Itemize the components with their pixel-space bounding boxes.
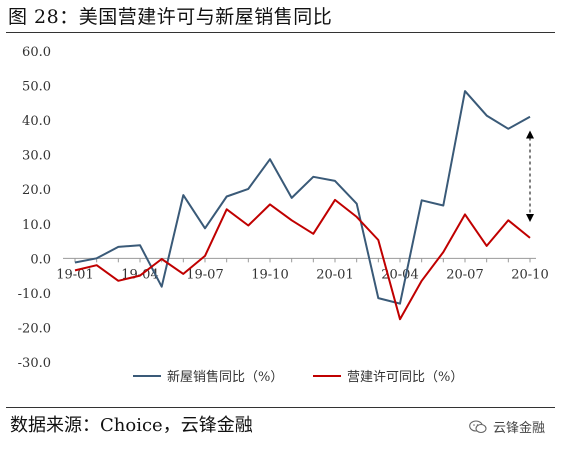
series-line-new-home-sales [74,90,531,305]
watermark-text: 云锋金融 [492,421,545,436]
y-axis: 60.0 50.0 40.0 30.0 20.0 10.0 0.0 -10.0 -20.0 -30… [18,45,51,371]
series-line-building-permits [74,198,531,321]
x-tick-label: 20-10 [511,267,548,282]
y-tick-label: 40.0 [22,114,51,129]
y-tick-label: 30.0 [22,149,51,164]
annotation-layer [526,130,534,223]
watermark: 云锋金融 [469,417,545,436]
y-tick-label: 20.0 [22,183,51,198]
series-layer [74,90,531,321]
source-note: 数据来源：Choice，云锋金融 [10,415,253,436]
y-tick-label: 60.0 [22,45,51,60]
bottom-rule [6,407,555,408]
x-tick-label: 19-01 [56,267,93,282]
y-tick-label: -30.0 [18,356,51,371]
legend-label: 新屋销售同比（%） [167,369,283,385]
top-rule [6,32,555,33]
annotation-arrowhead-top [526,130,534,139]
wechat-icon [469,419,487,433]
x-tick-label: 20-07 [446,267,483,282]
x-tick-label: 19-10 [251,267,288,282]
figure-title: 图 28：美国营建许可与新屋销售同比 [8,6,333,28]
y-tick-label: -20.0 [18,321,51,336]
y-tick-label: 50.0 [22,80,51,95]
legend: 新屋销售同比（%） 营建许可同比（%） [133,369,463,385]
y-tick-label: 10.0 [22,218,51,233]
annotation-arrowhead-bottom [526,214,534,223]
y-tick-label: 0.0 [30,252,51,267]
legend-label: 营建许可同比（%） [347,370,463,385]
x-tick-label: 19-07 [186,267,223,282]
line-chart: 60.0 50.0 40.0 30.0 20.0 10.0 0.0 -10.0 -20.0 -30… [18,45,549,385]
y-tick-label: -10.0 [18,287,51,302]
x-tick-label: 20-01 [316,267,353,282]
x-tick-label: 20-04 [381,267,418,282]
